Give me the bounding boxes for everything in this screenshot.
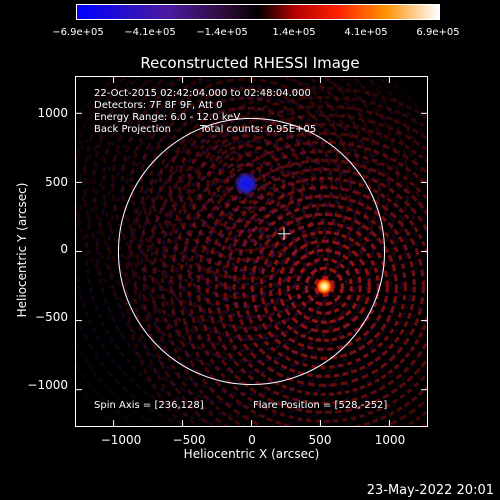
fringe-ring [177,115,315,252]
fringe-ring [111,76,381,319]
method-text: Back Projection [94,124,171,135]
fringe-ring [216,216,287,287]
fringe-ring [227,227,276,276]
fringe-ring [215,153,277,214]
fringe-ring [225,163,267,205]
fringe-ring [92,76,400,338]
x-tick-label: −1000 [100,433,142,447]
fringe-ring [168,106,324,262]
time-range-text: 22-Oct-2015 02:42:04.000 to 02:48:04.000 [94,88,311,99]
fringe-ring [149,87,343,281]
spin-axis-marker [278,227,291,240]
fringe-ring [82,76,410,347]
spin-axis-text: Spin Axis = [236,128] [94,400,204,411]
positive-source-mark [315,277,334,296]
solar-limb-circle [117,117,386,386]
fringe-ring [130,76,362,300]
fringe-ring [196,158,428,414]
rhessi-image-plot [75,76,428,427]
fringe-ring [187,149,428,423]
fringe-ring [139,77,353,290]
fringe-ring [205,167,428,405]
chart-title: Reconstructed RHESSI Image [140,54,360,72]
fringe-ring [139,139,364,364]
fringe-ring [117,117,386,386]
plot-frame [75,76,428,427]
fringe-ring [268,230,380,342]
fringe-ring [84,84,419,419]
x-tick-label: 0 [248,433,256,447]
colorbar-tick-label: −4.1e+05 [124,27,176,38]
fringe-ring [304,266,344,306]
fringe-ring [178,140,428,427]
fringe-ring [75,76,419,357]
axis-ticks [75,76,428,427]
fringe-ring [183,183,320,320]
total-counts-text: Total counts: 6.95E+05 [200,124,317,135]
fringe-ring [161,161,342,342]
fringe-ring [150,150,353,353]
y-tick-label: −500 [35,310,68,324]
fringe-ring [106,106,397,397]
fringe-ring [187,125,305,243]
colorbar-tick-label: 6.9e+05 [416,27,460,38]
fringe-ring [120,76,372,309]
colorbar-tick-label: 1.4e+05 [272,27,316,38]
colorbar-tick-label: 4.1e+05 [344,27,388,38]
energy-range-text: Energy Range: 6.0 - 12.0 keV [94,112,241,123]
fringe-ring [223,185,425,387]
fringe-ring [101,76,391,328]
fringe-ring [124,86,428,427]
fringe-ring [169,131,428,427]
fringe-ring [232,194,416,378]
colorbar-tick-label: −6.9e+05 [52,27,104,38]
fringe-ring [250,212,398,360]
fringe-ring [160,122,428,427]
colorbar [76,4,440,20]
y-axis-label: Heliocentric Y (arcsec) [15,182,29,318]
colorbar-tick-label: −1.4e+05 [196,27,248,38]
x-tick-label: −500 [172,433,206,447]
y-tick-label: 0 [60,242,68,256]
fringe-ring [205,205,298,298]
fringe-ring [128,128,375,375]
fringe-ring [142,104,428,427]
fringe-ring [241,203,407,369]
fringe-ring [259,221,389,351]
fringe-ring [158,96,334,271]
fringe-ring [214,176,428,396]
fringe-ring [151,113,428,427]
negative-source-mark [233,171,258,196]
x-axis-label: Heliocentric X (arcsec) [183,447,320,461]
fringe-ring [95,95,408,408]
fringe-ring [238,238,265,265]
x-tick-label: 500 [308,433,332,447]
fringe-ring [196,134,296,233]
y-tick-label: 500 [45,175,68,189]
fringe-ring [194,194,309,309]
y-tick-label: −1000 [27,378,68,392]
flare-position-text: Flare Position = [528,-252] [253,400,388,411]
timestamp: 23-May-2022 20:01 [366,483,494,498]
detectors-text: Detectors: 7F 8F 9F, Att 0 [94,100,223,111]
fringe-ring [206,144,286,224]
fringe-ring [286,248,362,324]
x-tick-label: 1000 [374,433,406,447]
y-tick-label: 1000 [37,106,68,120]
